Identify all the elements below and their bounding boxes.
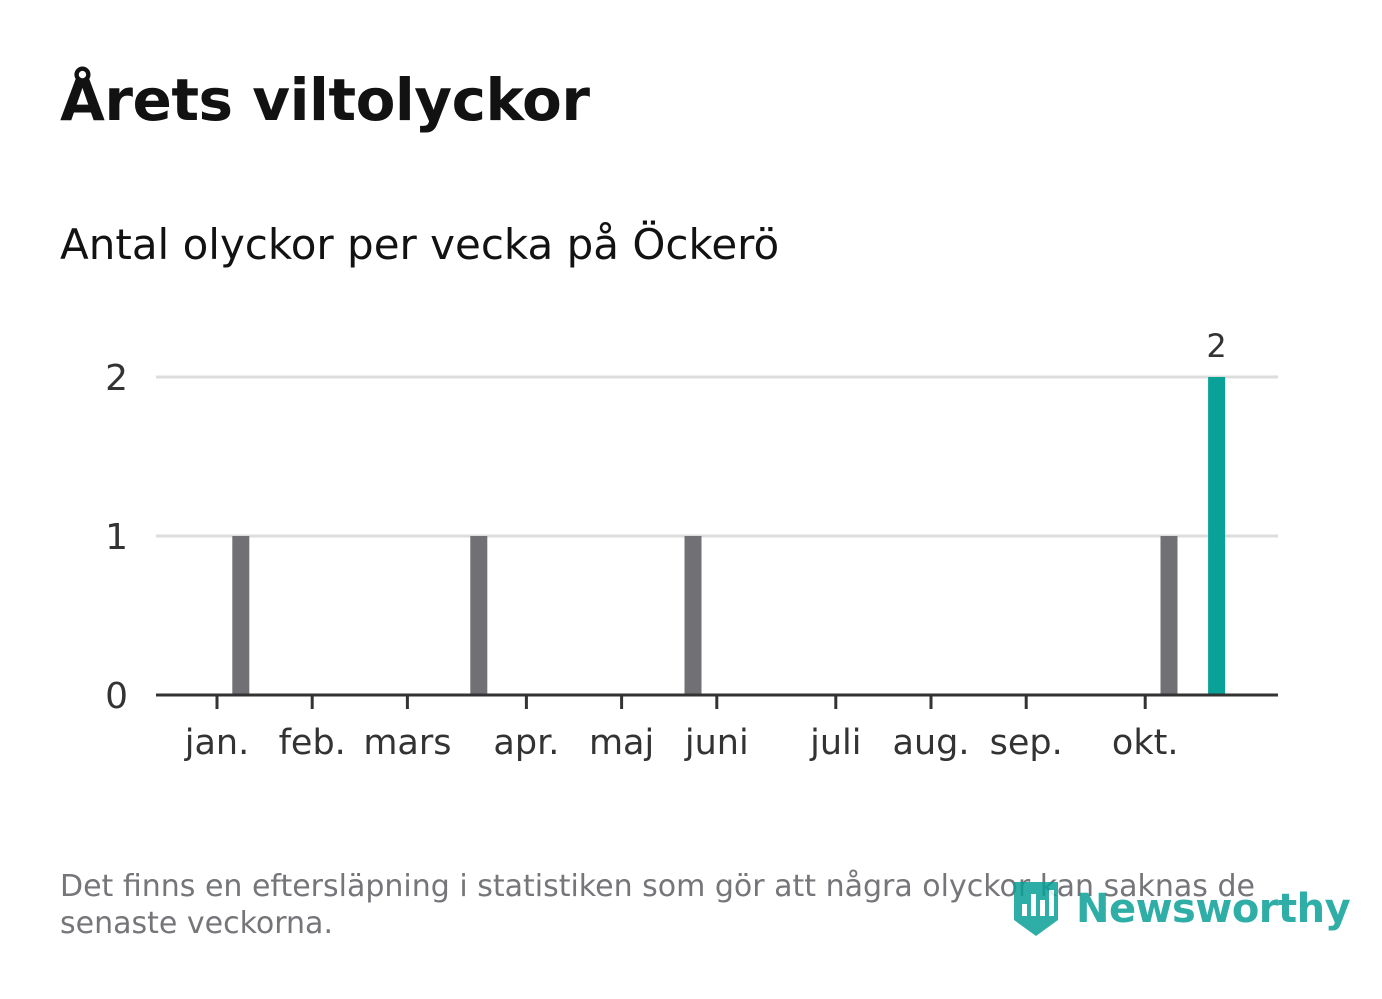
bar-value-label: 2 bbox=[1206, 327, 1226, 365]
x-tick-label-apr: apr. bbox=[493, 723, 559, 763]
x-tick-label-juni: juni bbox=[684, 723, 749, 763]
y-tick-label-0: 0 bbox=[105, 676, 128, 717]
x-tick-label-juli: juli bbox=[809, 723, 861, 763]
chart-subtitle: Antal olyckor per vecka på Öckerö bbox=[60, 220, 780, 269]
bar-2 bbox=[684, 536, 702, 695]
y-tick-label-2: 2 bbox=[105, 358, 128, 399]
x-tick-label-aug: aug. bbox=[893, 723, 970, 763]
x-tick-label-maj: maj bbox=[589, 723, 654, 763]
bar-highlight bbox=[1208, 377, 1226, 695]
bar-0 bbox=[232, 536, 250, 695]
x-tick-label-feb: feb. bbox=[279, 723, 346, 763]
x-tick-label-okt: okt. bbox=[1112, 723, 1179, 763]
bar-3 bbox=[1160, 536, 1178, 695]
y-tick-label-1: 1 bbox=[105, 517, 128, 558]
x-tick-label-mars: mars bbox=[363, 723, 451, 763]
bar-1 bbox=[470, 536, 488, 695]
newsworthy-logo-icon bbox=[1014, 882, 1058, 936]
x-tick-label-jan: jan. bbox=[184, 723, 249, 763]
bar-chart: 0 1 2 2 jan. feb. mars apr. maj juni juli aug. sep. o… bbox=[105, 327, 1278, 763]
x-tick-label-sep: sep. bbox=[990, 723, 1063, 763]
newsworthy-brand: Newsworthy bbox=[1010, 878, 1351, 940]
brand-name: Newsworthy bbox=[1076, 886, 1351, 932]
chart-title: Årets viltolyckor bbox=[60, 66, 590, 134]
